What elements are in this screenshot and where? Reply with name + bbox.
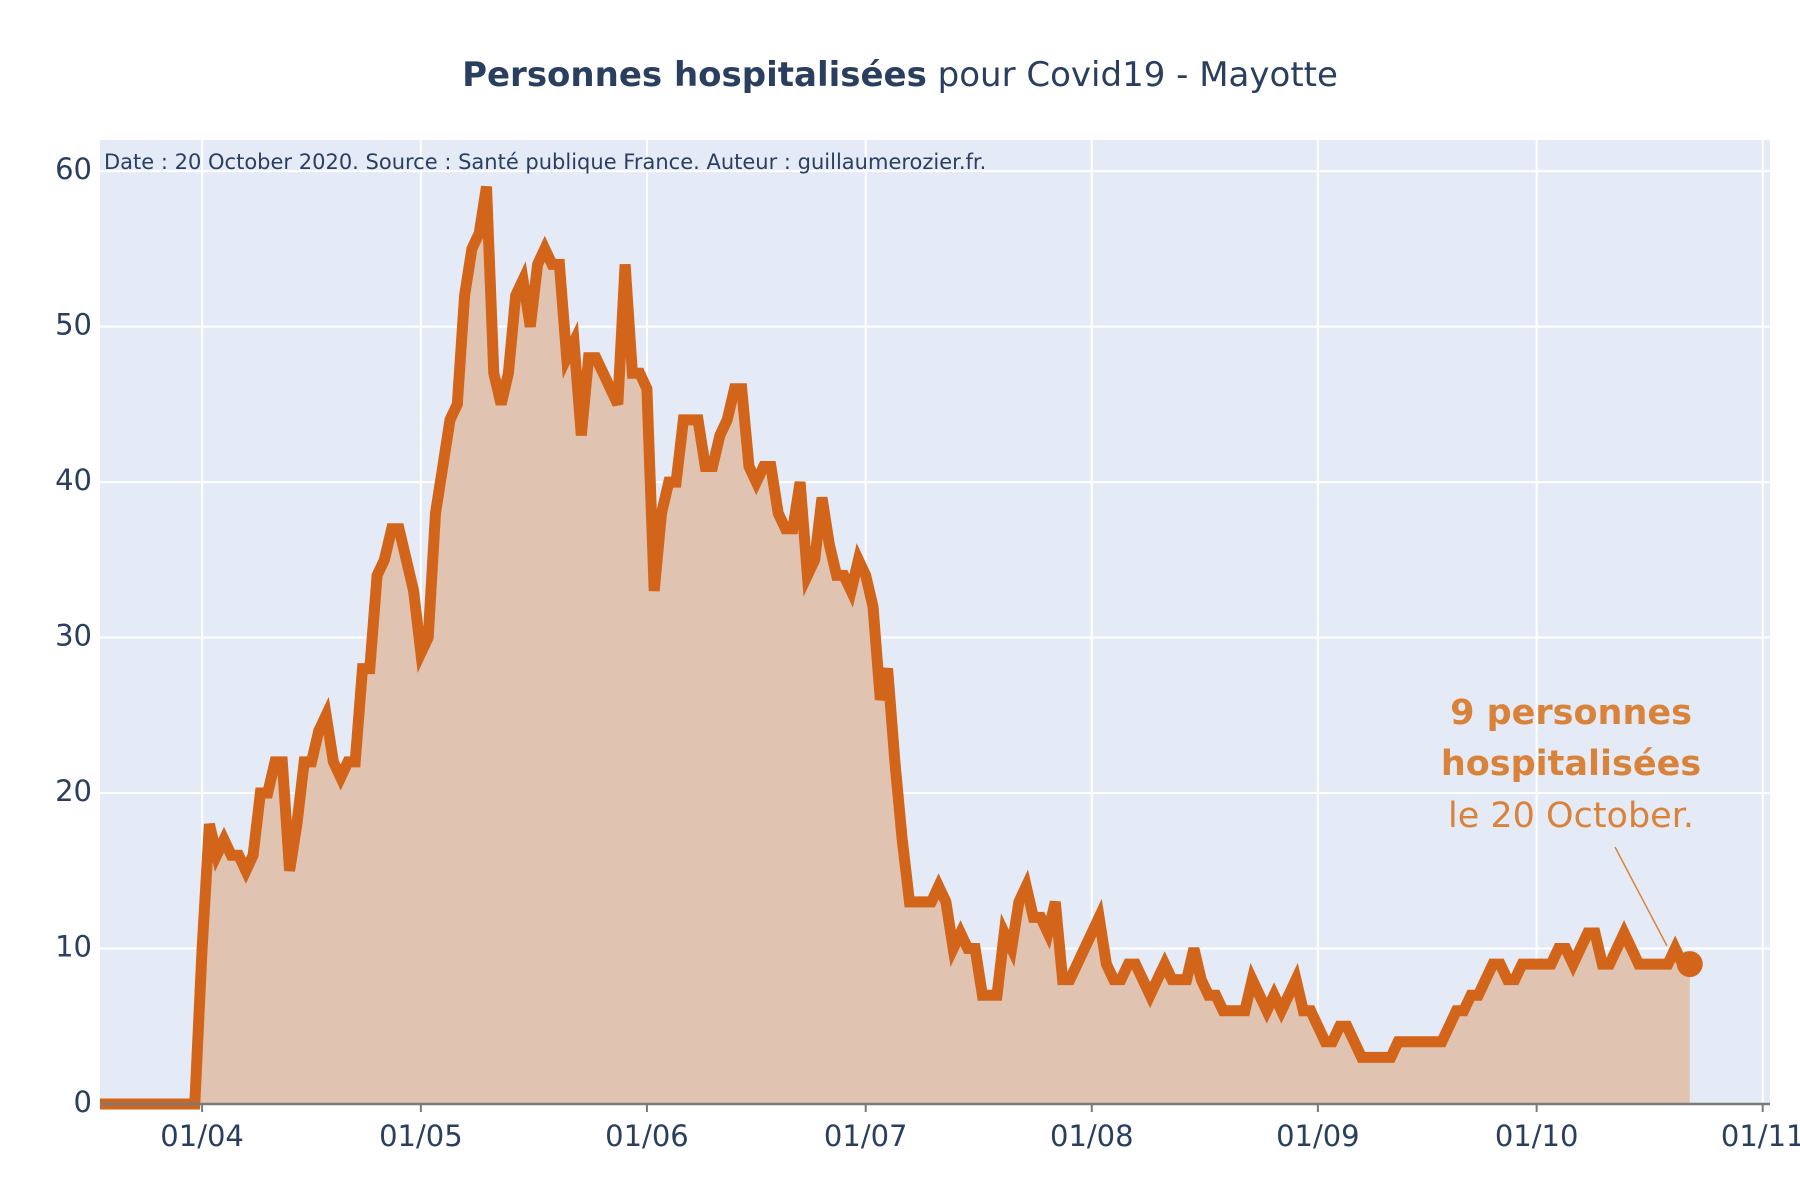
annotation-arrow xyxy=(1614,846,1668,947)
x-tick-label: 01/11 xyxy=(1721,1119,1800,1153)
x-tick-label: 01/05 xyxy=(379,1119,463,1153)
y-tick-label: 10 xyxy=(55,930,92,964)
x-tick-label: 01/07 xyxy=(824,1119,908,1153)
x-tick-label: 01/04 xyxy=(160,1119,244,1153)
last-value-annotation: 9 personnes hospitalisées le 20 October. xyxy=(1441,693,1701,947)
y-tick-label: 40 xyxy=(55,463,92,497)
annotation-line-3: le 20 October. xyxy=(1448,796,1694,836)
y-tick-label: 50 xyxy=(55,308,92,342)
x-axis-ticks: 01/04 01/05 01/06 01/07 01/08 01/09 01/10 01/11 xyxy=(160,1104,1800,1153)
y-tick-label: 30 xyxy=(55,619,92,653)
annotation-line-1: 9 personnes xyxy=(1450,693,1692,733)
annotation-line-2: hospitalisées xyxy=(1441,744,1701,784)
chart-title: Personnes hospitalisées pour Covid19 - M… xyxy=(462,55,1338,95)
series-line xyxy=(100,185,1690,1110)
y-tick-label: 0 xyxy=(74,1085,92,1119)
x-tick-label: 01/10 xyxy=(1495,1119,1579,1153)
source-note: Date : 20 October 2020. Source : Santé p… xyxy=(104,150,986,174)
y-axis-ticks: 0 10 20 30 40 50 60 xyxy=(55,152,92,1119)
last-data-point xyxy=(1676,951,1703,978)
x-tick-label: 01/09 xyxy=(1276,1119,1360,1153)
title-rest: pour Covid19 - Mayotte xyxy=(927,55,1338,95)
x-tick-label: 01/06 xyxy=(605,1119,689,1153)
area-fill xyxy=(100,186,1690,1105)
title-bold: Personnes hospitalisées xyxy=(462,55,927,95)
x-tick-label: 01/08 xyxy=(1050,1119,1134,1153)
y-tick-label: 60 xyxy=(55,152,92,186)
y-tick-label: 20 xyxy=(55,774,92,808)
